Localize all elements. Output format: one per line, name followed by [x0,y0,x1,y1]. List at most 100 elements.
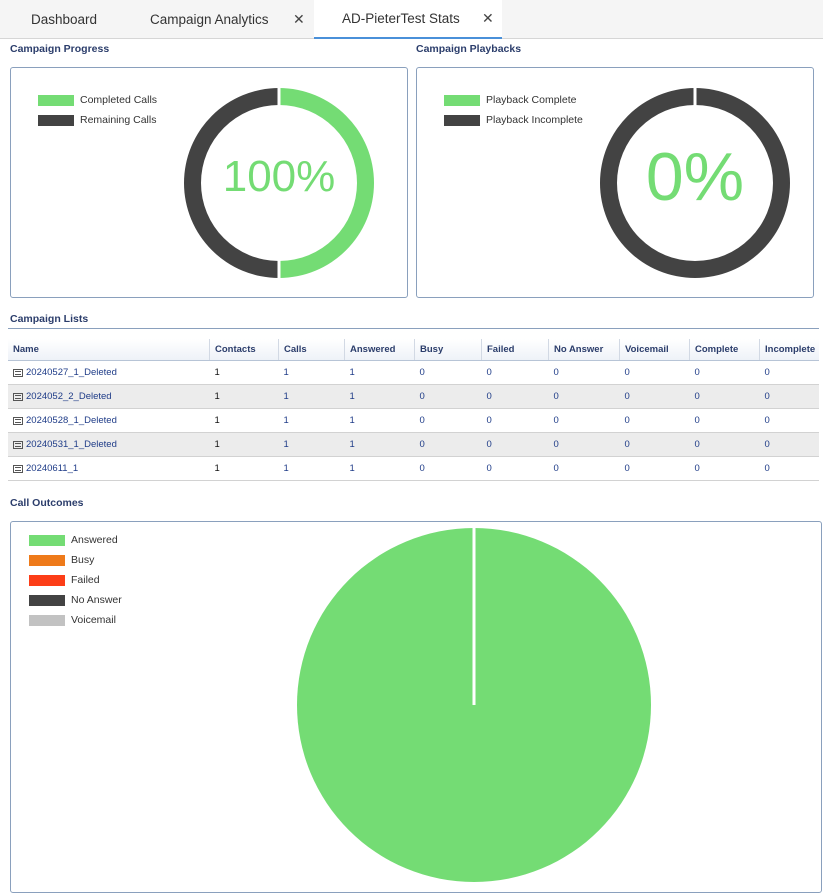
legend-swatch [29,534,65,546]
table-row[interactable]: 20240531_1_Deleted 1 1 1 0 0 0 0 0 0 [8,432,819,457]
cell-incomplete: 0 [759,360,819,385]
column-header-incomplete[interactable]: Incomplete [759,339,819,361]
column-header-contacts[interactable]: Contacts [209,339,279,361]
campaign-playbacks-donut [599,87,790,278]
table-row[interactable]: 20240527_1_Deleted 1 1 1 0 0 0 0 0 0 [8,360,819,385]
legend-label: Completed Calls [80,94,158,106]
tab-campaign-analytics[interactable]: Campaign Analytics ✕ [122,0,314,39]
list-icon [13,464,23,473]
campaign-playbacks-panel: Playback Complete Playback Incomplete 0% [416,67,814,298]
campaign-playbacks-title: Campaign Playbacks [416,43,522,55]
cell-failed: 0 [481,360,549,385]
table-row[interactable]: 20240611_1 1 1 1 0 0 0 0 0 0 [8,456,819,481]
cell-no-answer: 0 [548,384,620,409]
legend-swatch [38,94,74,106]
column-header-busy[interactable]: Busy [414,339,482,361]
legend-item-no-answer: No Answer [29,594,122,606]
legend-label: Failed [71,574,100,586]
cell-no-answer: 0 [548,432,620,457]
close-icon[interactable]: ✕ [293,11,305,27]
cell-name: 20240528_1_Deleted [8,408,210,433]
tab-label: AD-PieterTest Stats [342,11,460,26]
cell-contacts: 1 [209,360,279,385]
cell-calls: 1 [278,384,345,409]
cell-complete: 0 [689,432,760,457]
cell-incomplete: 0 [759,456,819,481]
legend-item-busy: Busy [29,554,94,566]
legend-item-voicemail: Voicemail [29,614,116,626]
cell-no-answer: 0 [548,408,620,433]
cell-failed: 0 [481,384,549,409]
cell-name: 20240611_1 [8,456,210,481]
cell-calls: 1 [278,408,345,433]
legend-swatch [29,614,65,626]
call-outcomes-title: Call Outcomes [10,497,84,509]
cell-voicemail: 0 [619,432,690,457]
column-header-no-answer[interactable]: No Answer [548,339,620,361]
cell-busy: 0 [414,384,482,409]
list-icon [13,440,23,449]
cell-answered: 1 [344,360,415,385]
legend-item-remaining-calls: Remaining Calls [38,114,156,126]
legend-label: Remaining Calls [80,114,157,126]
cell-voicemail: 0 [619,456,690,481]
cell-busy: 0 [414,408,482,433]
column-header-voicemail[interactable]: Voicemail [619,339,690,361]
column-header-failed[interactable]: Failed [481,339,549,361]
cell-complete: 0 [689,456,760,481]
legend-label: Playback Complete [486,94,577,106]
campaign-progress-title: Campaign Progress [10,43,110,55]
cell-complete: 0 [689,408,760,433]
cell-calls: 1 [278,456,345,481]
cell-complete: 0 [689,384,760,409]
legend-item-playback-incomplete: Playback Incomplete [444,114,583,126]
cell-contacts: 1 [209,432,279,457]
cell-contacts: 1 [209,408,279,433]
legend-item-completed-calls: Completed Calls [38,94,157,106]
legend-swatch [29,594,65,606]
cell-failed: 0 [481,456,549,481]
column-header-complete[interactable]: Complete [689,339,760,361]
cell-failed: 0 [481,408,549,433]
column-header-calls[interactable]: Calls [278,339,345,361]
cell-name: 20240527_1_Deleted [8,360,210,385]
legend-item-playback-complete: Playback Complete [444,94,576,106]
legend-item-answered: Answered [29,534,118,546]
list-name-link[interactable]: 20240531_1_Deleted [26,439,117,450]
cell-name: 2024052_2_Deleted [8,384,210,409]
cell-contacts: 1 [209,456,279,481]
campaign-progress-donut [184,87,374,279]
list-name-link[interactable]: 20240611_1 [26,463,79,474]
tab-label: Dashboard [31,12,98,27]
playbacks-center-label: 0% [645,139,745,215]
campaign-progress-panel: Completed Calls Remaining Calls 100% [10,67,408,298]
cell-calls: 1 [278,360,345,385]
pie-slice-completed-calls[interactable] [279,88,374,278]
cell-busy: 0 [414,456,482,481]
table-row[interactable]: 2024052_2_Deleted 1 1 1 0 0 0 0 0 0 [8,384,819,409]
table-header-row: Name Contacts Calls Answered Busy Failed… [8,339,819,361]
legend-label: Voicemail [71,614,116,626]
legend-label: Busy [71,554,95,566]
close-icon[interactable]: ✕ [482,10,494,26]
campaign-lists-table: Name Contacts Calls Answered Busy Failed… [8,339,819,481]
column-header-answered[interactable]: Answered [344,339,415,361]
legend-item-failed: Failed [29,574,100,586]
pie-slice-remaining-calls[interactable] [184,88,279,278]
tab-ad-pietertest-stats[interactable]: AD-PieterTest Stats ✕ [314,0,502,39]
cell-incomplete: 0 [759,384,819,409]
cell-no-answer: 0 [548,360,620,385]
campaign-lists-title: Campaign Lists [10,313,89,325]
call-outcomes-pie [297,527,651,882]
cell-no-answer: 0 [548,456,620,481]
table-row[interactable]: 20240528_1_Deleted 1 1 1 0 0 0 0 0 0 [8,408,819,433]
tab-dashboard[interactable]: Dashboard [0,0,122,39]
cell-incomplete: 0 [759,408,819,433]
list-name-link[interactable]: 2024052_2_Deleted [26,391,112,402]
legend-swatch [38,114,74,126]
column-header-name[interactable]: Name [8,339,210,361]
list-name-link[interactable]: 20240527_1_Deleted [26,367,117,378]
list-name-link[interactable]: 20240528_1_Deleted [26,415,117,426]
legend-label: No Answer [71,594,122,606]
legend-label: Answered [71,534,118,546]
